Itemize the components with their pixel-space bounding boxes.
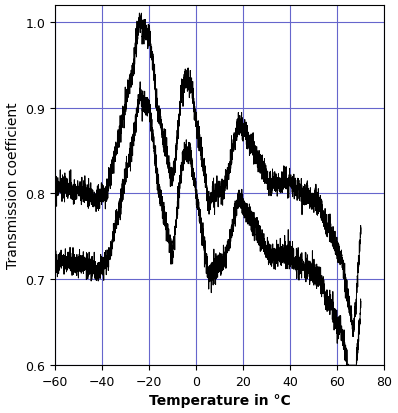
X-axis label: Temperature in °C: Temperature in °C bbox=[149, 394, 291, 408]
Y-axis label: Transmission coefficient: Transmission coefficient bbox=[6, 102, 20, 268]
